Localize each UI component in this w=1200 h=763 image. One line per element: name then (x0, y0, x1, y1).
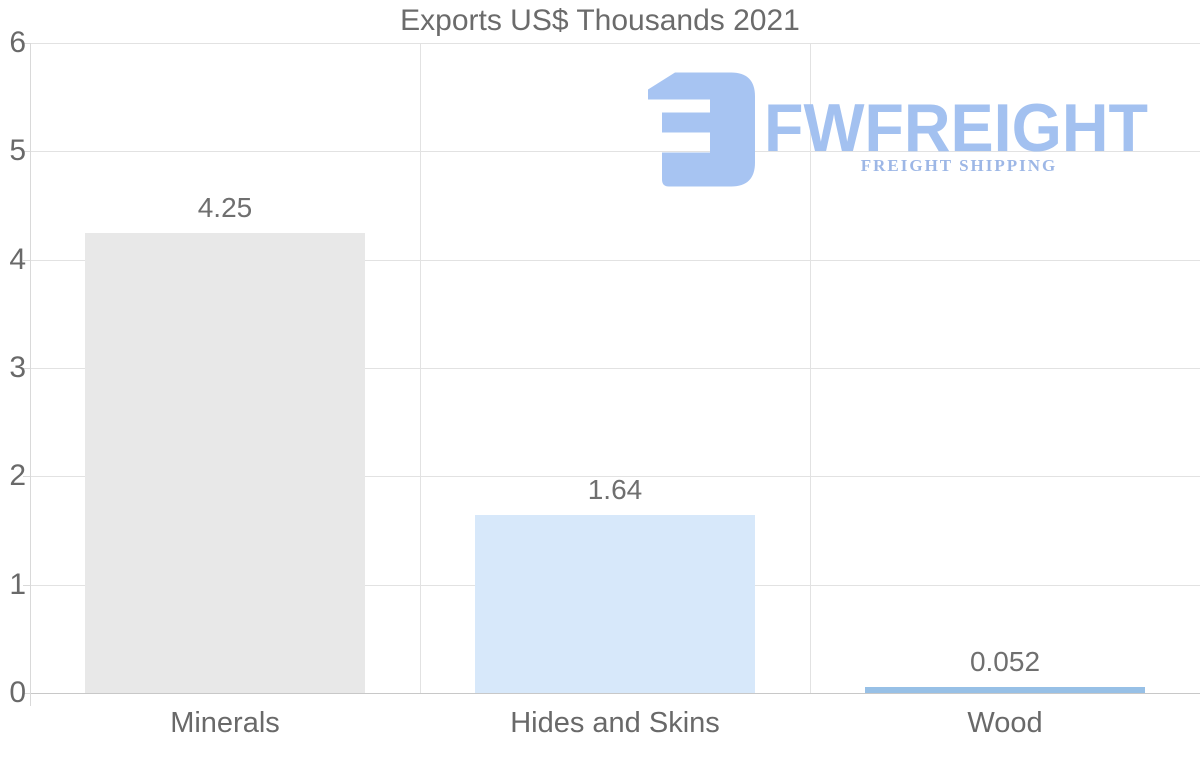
y-axis-line (30, 43, 31, 706)
y-tick-mark-4 (23, 259, 30, 261)
gridline-y-6 (30, 43, 1200, 44)
gridline-x-2 (810, 43, 811, 693)
gridline-y-0 (30, 693, 1200, 694)
chart-title: Exports US$ Thousands 2021 (400, 4, 800, 37)
gridline-y-2 (30, 476, 1200, 478)
y-tick-label-6: 6 (9, 26, 26, 59)
gridline-y-3 (30, 368, 1200, 369)
gridline-x-1 (420, 43, 421, 693)
x-category-label-wood: Wood (967, 707, 1043, 739)
y-tick-mark-6 (23, 43, 30, 44)
x-category-label-minerals: Minerals (170, 707, 280, 739)
bar-value-label-wood: 0.052 (969, 646, 1041, 678)
brand-watermark: FWFREIGHT FREIGHT SHIPPING (648, 72, 1158, 190)
y-tick-label-3: 3 (9, 351, 26, 384)
bar-value-label-hides-and-skins: 1.64 (587, 474, 643, 506)
y-tick-label-1: 1 (9, 567, 26, 601)
x-category-label-hides-and-skins: Hides and Skins (510, 707, 720, 739)
y-tick-label-0: 0 (9, 676, 26, 709)
bar-minerals (84, 232, 366, 693)
y-tick-mark-0 (23, 693, 30, 694)
gridline-y-5 (30, 151, 1200, 153)
y-tick-label-2: 2 (9, 459, 26, 493)
gridline-y-4 (30, 259, 1200, 261)
y-tick-mark-5 (23, 151, 30, 153)
y-tick-mark-3 (23, 368, 30, 369)
brand-name: FWFREIGHT (764, 90, 1148, 166)
fwfreight-logo-icon (648, 72, 755, 187)
y-tick-mark-2 (23, 476, 30, 478)
bar-hides-and-skins (474, 515, 756, 693)
bar-value-label-minerals: 4.25 (197, 191, 253, 223)
bar-wood (864, 687, 1146, 693)
brand-tagline: FREIGHT SHIPPING (860, 156, 1058, 175)
y-tick-mark-1 (23, 584, 30, 586)
y-tick-label-4: 4 (9, 242, 26, 276)
y-tick-label-5: 5 (9, 134, 26, 168)
